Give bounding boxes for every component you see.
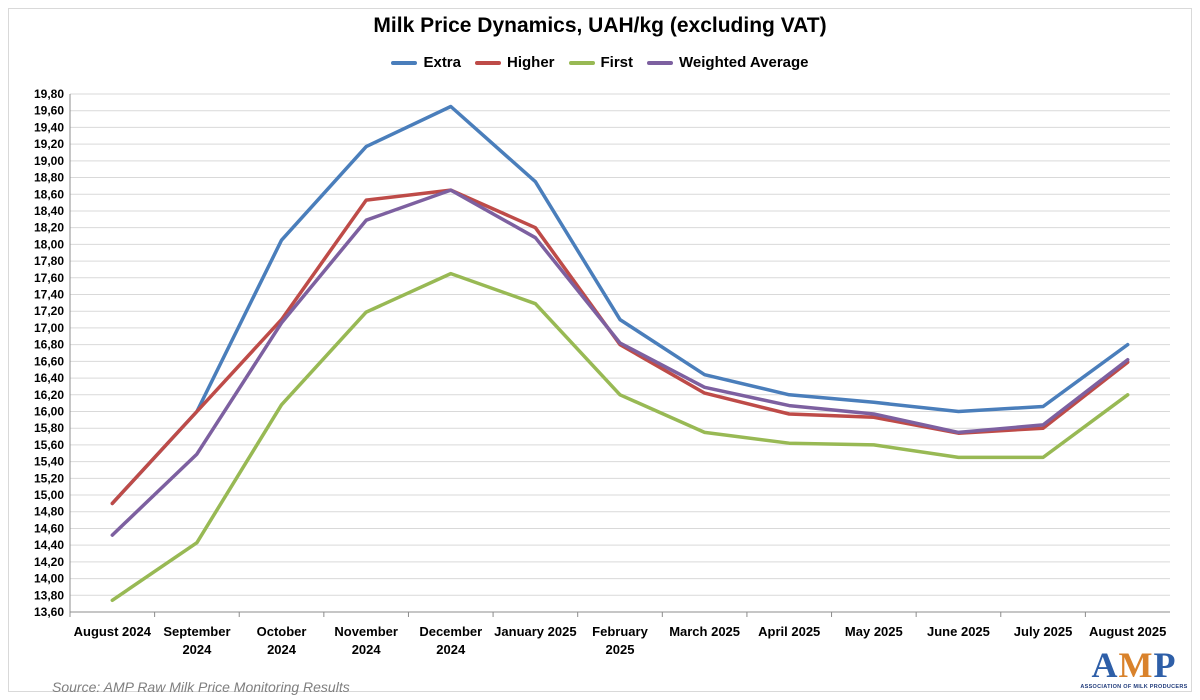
- logo-letter: P: [1153, 645, 1177, 685]
- logo-subtitle: Association of milk producers: [1080, 684, 1188, 690]
- legend-swatch: [475, 60, 501, 65]
- y-tick-label: 17,60: [34, 271, 64, 285]
- y-tick-label: 19,60: [34, 104, 64, 118]
- y-tick-label: 19,00: [34, 154, 64, 168]
- x-tick-label: 2024: [182, 642, 212, 657]
- logo-letter: M: [1118, 645, 1154, 685]
- x-tick-label: July 2025: [1014, 624, 1073, 639]
- x-tick-label: May 2025: [845, 624, 903, 639]
- legend-swatch: [391, 60, 418, 65]
- x-tick-label: September: [163, 624, 230, 639]
- y-tick-label: 19,80: [34, 87, 64, 101]
- y-tick-label: 15,20: [34, 471, 64, 485]
- y-tick-label: 16,40: [34, 371, 64, 385]
- x-tick-label: 2024: [267, 642, 297, 657]
- legend-swatch: [568, 60, 595, 65]
- y-tick-label: 19,20: [34, 137, 64, 151]
- series-line-first: [110, 271, 1130, 603]
- y-tick-label: 17,00: [34, 321, 64, 335]
- y-tick-label: 14,60: [34, 521, 64, 535]
- chart-frame: [8, 8, 1192, 692]
- legend-item-higher: Higher: [475, 54, 555, 71]
- y-tick-label: 15,40: [34, 455, 64, 469]
- x-tick-label: August 2025: [1089, 624, 1166, 639]
- y-tick-label: 16,20: [34, 388, 64, 402]
- y-tick-label: 17,20: [34, 304, 64, 318]
- x-tick-label: March 2025: [669, 624, 740, 639]
- y-tick-label: 16,60: [34, 354, 64, 368]
- y-tick-label: 16,80: [34, 338, 64, 352]
- x-tick-label: October: [257, 624, 307, 639]
- x-tick-label: February: [592, 624, 648, 639]
- y-tick-label: 18,00: [34, 237, 64, 251]
- y-tick-label: 18,60: [34, 187, 64, 201]
- x-tick-label: June 2025: [927, 624, 990, 639]
- y-tick-label: 17,40: [34, 288, 64, 302]
- x-tick-label: November: [334, 624, 398, 639]
- legend-swatch: [647, 60, 674, 65]
- x-tick-label: August 2024: [74, 624, 152, 639]
- legend-label: First: [600, 54, 634, 71]
- y-tick-label: 15,00: [34, 488, 64, 502]
- legend-label: Weighted Average: [679, 54, 809, 71]
- y-tick-label: 15,60: [34, 438, 64, 452]
- legend-item-extra: Extra: [391, 54, 461, 71]
- legend-item-first: First: [568, 54, 634, 71]
- y-tick-label: 13,80: [34, 588, 64, 602]
- x-tick-label: January 2025: [494, 624, 576, 639]
- y-tick-label: 13,60: [34, 605, 64, 619]
- legend-item-weighted-average: Weighted Average: [647, 54, 809, 71]
- x-tick-label: 2024: [436, 642, 466, 657]
- series-line-extra: [110, 104, 1130, 506]
- amp-logo: AMP Association of milk producers: [1078, 644, 1190, 692]
- y-tick-label: 18,40: [34, 204, 64, 218]
- y-tick-label: 14,00: [34, 572, 64, 586]
- y-tick-label: 14,40: [34, 538, 64, 552]
- logo-letter: A: [1091, 645, 1119, 685]
- x-tick-label: 2025: [606, 642, 635, 657]
- y-tick-label: 19,40: [34, 120, 64, 134]
- source-note: Source: AMP Raw Milk Price Monitoring Re…: [52, 679, 350, 695]
- y-tick-label: 14,80: [34, 505, 64, 519]
- y-tick-label: 18,80: [34, 171, 64, 185]
- x-tick-label: 2024: [352, 642, 382, 657]
- y-tick-label: 16,00: [34, 404, 64, 418]
- logo-text: AMP: [1078, 644, 1190, 686]
- legend-label: Higher: [507, 54, 555, 71]
- y-tick-label: 15,80: [34, 421, 64, 435]
- chart-legend: Extra Higher First Weighted Average: [0, 54, 1200, 71]
- y-tick-label: 17,80: [34, 254, 64, 268]
- series-line-weighted-average: [110, 188, 1130, 537]
- y-tick-label: 14,20: [34, 555, 64, 569]
- x-tick-label: April 2025: [758, 624, 820, 639]
- x-tick-label: December: [419, 624, 482, 639]
- legend-label: Extra: [423, 54, 461, 71]
- y-tick-label: 18,20: [34, 221, 64, 235]
- chart-title: Milk Price Dynamics, UAH/kg (excluding V…: [373, 14, 827, 37]
